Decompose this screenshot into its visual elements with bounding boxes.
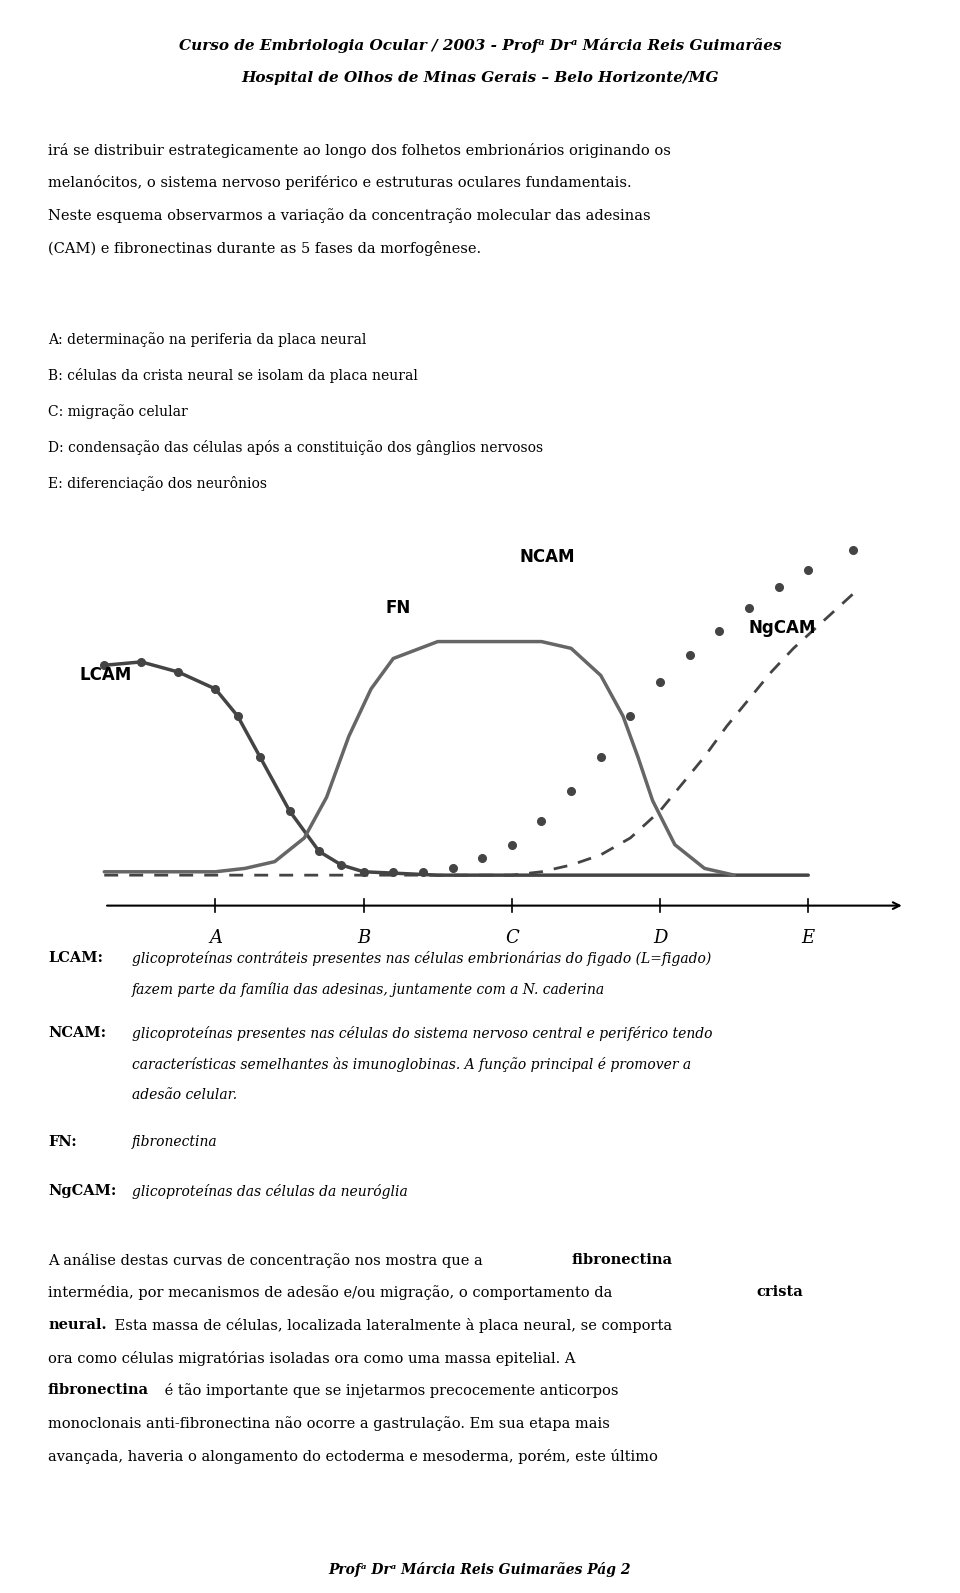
Text: A análise destas curvas de concentração nos mostra que a: A análise destas curvas de concentração … xyxy=(48,1252,488,1268)
Text: neural.: neural. xyxy=(48,1317,107,1332)
Text: C: C xyxy=(505,929,518,948)
Text: FN:: FN: xyxy=(48,1134,77,1149)
Text: ora como células migratórias isoladas ora como uma massa epitelial. A: ora como células migratórias isoladas or… xyxy=(48,1351,575,1365)
Text: D: D xyxy=(653,929,667,948)
Text: fazem parte da família das adesinas, juntamente com a N. caderina: fazem parte da família das adesinas, jun… xyxy=(132,983,605,997)
Text: fibronectina: fibronectina xyxy=(571,1252,672,1266)
Text: melanócitos, o sistema nervoso periférico e estruturas oculares fundamentais.: melanócitos, o sistema nervoso periféric… xyxy=(48,175,632,191)
Text: Esta massa de células, localizada lateralmente à placa neural, se comporta: Esta massa de células, localizada latera… xyxy=(110,1317,673,1333)
Text: crista: crista xyxy=(756,1286,804,1300)
Text: LCAM:: LCAM: xyxy=(48,951,103,965)
Text: FN: FN xyxy=(386,599,411,616)
Text: glicoproteínas contráteis presentes nas células embrionárias do figado (L=figado: glicoproteínas contráteis presentes nas … xyxy=(132,951,710,967)
Text: monoclonais anti-fibronectina não ocorre a gastrulação. Em sua etapa mais: monoclonais anti-fibronectina não ocorre… xyxy=(48,1416,610,1431)
Text: (CAM) e fibronectinas durante as 5 fases da morfogênese.: (CAM) e fibronectinas durante as 5 fases… xyxy=(48,241,481,256)
Text: B: células da crista neural se isolam da placa neural: B: células da crista neural se isolam da… xyxy=(48,368,418,382)
Text: B: B xyxy=(357,929,371,948)
Text: características semelhantes às imunoglobinas. A função principal é promover a: características semelhantes às imunoglob… xyxy=(132,1058,690,1072)
Text: avançada, haveria o alongamento do ectoderma e mesoderma, porém, este último: avançada, haveria o alongamento do ectod… xyxy=(48,1448,658,1464)
Text: NgCAM:: NgCAM: xyxy=(48,1185,116,1198)
Text: fibronectina: fibronectina xyxy=(48,1383,149,1397)
Text: Hospital de Olhos de Minas Gerais – Belo Horizonte/MG: Hospital de Olhos de Minas Gerais – Belo… xyxy=(241,70,719,84)
Text: E: diferenciação dos neurônios: E: diferenciação dos neurônios xyxy=(48,476,267,491)
Text: intermédia, por mecanismos de adesão e/ou migração, o comportamento da: intermédia, por mecanismos de adesão e/o… xyxy=(48,1286,617,1300)
Text: irá se distribuir estrategicamente ao longo dos folhetos embrionários originando: irá se distribuir estrategicamente ao lo… xyxy=(48,143,671,158)
Text: C: migração celular: C: migração celular xyxy=(48,405,188,419)
Text: Curso de Embriologia Ocular / 2003 - Profᵃ Drᵃ Márcia Reis Guimarães: Curso de Embriologia Ocular / 2003 - Pro… xyxy=(179,38,781,53)
Text: fibronectina: fibronectina xyxy=(132,1134,217,1149)
Text: glicoproteínas das células da neuróglia: glicoproteínas das células da neuróglia xyxy=(132,1185,407,1200)
Text: A: determinação na periferia da placa neural: A: determinação na periferia da placa ne… xyxy=(48,331,367,347)
Text: LCAM: LCAM xyxy=(79,666,132,685)
Text: adesão celular.: adesão celular. xyxy=(132,1088,237,1102)
Text: Profᵃ Drᵃ Márcia Reis Guimarães Pág 2: Profᵃ Drᵃ Márcia Reis Guimarães Pág 2 xyxy=(328,1563,632,1577)
Text: NgCAM: NgCAM xyxy=(749,620,816,637)
Text: A: A xyxy=(209,929,222,948)
Text: Neste esquema observarmos a variação da concentração molecular das adesinas: Neste esquema observarmos a variação da … xyxy=(48,209,651,223)
Text: NCAM:: NCAM: xyxy=(48,1026,107,1040)
Text: glicoproteínas presentes nas células do sistema nervoso central e periférico ten: glicoproteínas presentes nas células do … xyxy=(132,1026,712,1040)
Text: é tão importante que se injetarmos precocemente anticorpos: é tão importante que se injetarmos preco… xyxy=(160,1383,619,1399)
Text: E: E xyxy=(802,929,815,948)
Text: NCAM: NCAM xyxy=(519,548,575,566)
Text: D: condensação das células após a constituição dos gânglios nervosos: D: condensação das células após a consti… xyxy=(48,440,543,456)
